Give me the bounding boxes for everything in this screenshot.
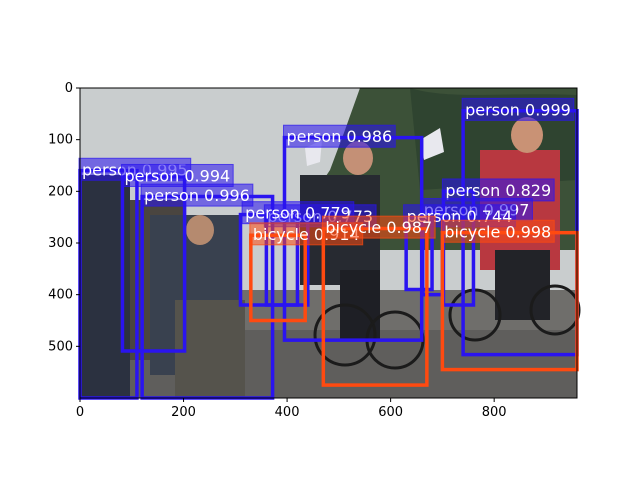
bicycle-label-background — [440, 219, 555, 243]
y-tick-label: 400 — [48, 288, 73, 303]
x-tick-label: 0 — [76, 405, 84, 420]
bicycle-label-background — [321, 215, 436, 239]
person-label-background — [140, 183, 254, 207]
bicycle-detection-label: bicycle 0.987 — [325, 218, 432, 237]
y-tick-label: 200 — [48, 184, 73, 199]
bicycle-detection-label: bicycle 0.998 — [444, 222, 551, 241]
y-tick-label: 500 — [48, 339, 73, 354]
person-detection-label: person 0.996 — [144, 186, 250, 205]
y-tick-label: 300 — [48, 236, 73, 251]
x-tick-label: 600 — [378, 405, 403, 420]
y-tick-label: 100 — [48, 133, 73, 148]
person-detection-label: person 0.829 — [445, 181, 551, 200]
person-label-background — [461, 97, 575, 121]
person-detection-label: person 0.994 — [124, 166, 230, 185]
x-tick-label: 200 — [171, 405, 196, 420]
person-detection-label: person 0.986 — [286, 127, 392, 146]
axes: 0 200 400 600 800 0 100 200 300 400 500 — [48, 81, 578, 420]
person-label-background — [282, 124, 396, 148]
y-tick-label: 0 — [65, 81, 73, 96]
x-axis-ticks: 0 200 400 600 800 — [76, 398, 507, 420]
x-tick-label: 800 — [482, 405, 507, 420]
x-tick-label: 400 — [275, 405, 300, 420]
y-axis-ticks: 0 100 200 300 400 500 — [48, 81, 80, 354]
person-detection-label: person 0.999 — [465, 100, 571, 119]
